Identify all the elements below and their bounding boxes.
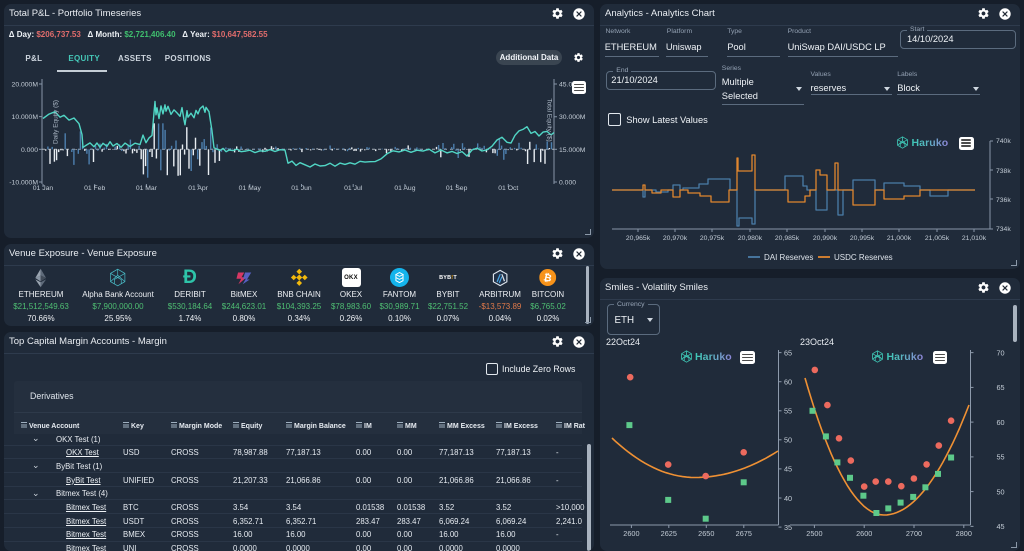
svg-text:60: 60 — [997, 418, 1005, 427]
svg-text:20,990k: 20,990k — [813, 235, 838, 242]
svg-text:-10.000M: -10.000M — [9, 180, 38, 187]
svg-text:20.000M: 20.000M — [12, 82, 39, 89]
svg-text:15.000M: 15.000M — [559, 147, 586, 154]
svg-text:65: 65 — [784, 348, 792, 357]
svg-text:50: 50 — [784, 436, 792, 445]
svg-text:01 Sep: 01 Sep — [446, 185, 468, 192]
svg-text:0.000: 0.000 — [559, 180, 576, 187]
svg-text:50: 50 — [997, 487, 1005, 496]
svg-text:01 Jan: 01 Jan — [33, 185, 54, 192]
svg-text:20,985k: 20,985k — [775, 235, 800, 242]
svg-text:01 Mar: 01 Mar — [136, 185, 158, 192]
svg-text:70: 70 — [997, 348, 1005, 357]
svg-text:USDC Reserves: USDC Reserves — [834, 253, 893, 262]
svg-text:01 Jul: 01 Jul — [344, 185, 363, 192]
svg-text:20,975k: 20,975k — [700, 235, 725, 242]
svg-text:2675: 2675 — [736, 529, 752, 538]
svg-text:30.000M: 30.000M — [559, 114, 586, 121]
svg-text:734k: 734k — [996, 226, 1011, 233]
svg-text:2700: 2700 — [906, 529, 922, 538]
svg-text:01 Apr: 01 Apr — [188, 185, 208, 192]
svg-text:35: 35 — [784, 523, 792, 532]
svg-text:0.000: 0.000 — [21, 147, 38, 154]
svg-text:40: 40 — [784, 494, 792, 503]
svg-text:55: 55 — [784, 407, 792, 416]
svg-text:20,980k: 20,980k — [738, 235, 763, 242]
svg-text:21,000k: 21,000k — [887, 235, 912, 242]
svg-text:2600: 2600 — [856, 529, 872, 538]
svg-text:65: 65 — [997, 383, 1005, 392]
svg-text:₿: ₿ — [543, 272, 553, 284]
svg-text:740k: 740k — [996, 138, 1011, 145]
svg-text:55: 55 — [997, 453, 1005, 462]
svg-text:21,005k: 21,005k — [925, 235, 950, 242]
svg-text:2800: 2800 — [956, 529, 972, 538]
svg-text:20,995k: 20,995k — [850, 235, 875, 242]
svg-text:21,010k: 21,010k — [962, 235, 987, 242]
svg-text:45: 45 — [784, 465, 792, 474]
svg-text:45: 45 — [997, 522, 1005, 531]
svg-text:2600: 2600 — [623, 529, 639, 538]
svg-text:01 Oct: 01 Oct — [498, 185, 518, 192]
svg-text:20,965k: 20,965k — [626, 235, 651, 242]
svg-text:60: 60 — [784, 378, 792, 387]
svg-text:01 Feb: 01 Feb — [84, 185, 105, 192]
svg-text:2650: 2650 — [698, 529, 714, 538]
svg-text:20,970k: 20,970k — [663, 235, 688, 242]
svg-text:DAI Reserves: DAI Reserves — [764, 253, 813, 262]
svg-text:01 May: 01 May — [239, 185, 262, 192]
svg-text:2625: 2625 — [661, 529, 677, 538]
svg-text:01 Aug: 01 Aug — [394, 185, 415, 192]
svg-text:10.000M: 10.000M — [12, 114, 39, 121]
svg-text:2500: 2500 — [806, 529, 822, 538]
svg-text:736k: 736k — [996, 197, 1011, 204]
svg-text:738k: 738k — [996, 168, 1011, 175]
svg-text:01 Jun: 01 Jun — [291, 185, 312, 192]
